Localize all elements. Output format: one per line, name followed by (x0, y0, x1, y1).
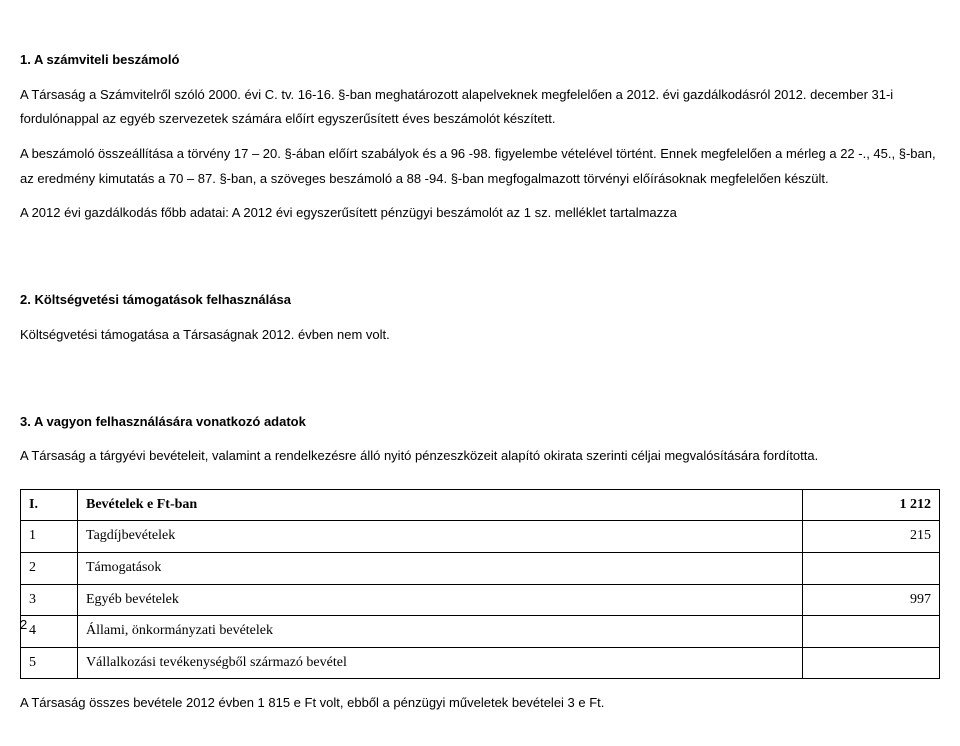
table-cell-value (803, 647, 940, 679)
table-header-idx: I. (21, 489, 78, 521)
section1-para1: A Társaság a Számvitelről szóló 2000. év… (20, 83, 940, 132)
table-row: 2 Támogatások (21, 553, 940, 585)
table-cell-label: Tagdíjbevételek (78, 521, 803, 553)
section2-para1: Költségvetési támogatása a Társaságnak 2… (20, 323, 940, 348)
table-row: 1 Tagdíjbevételek 215 (21, 521, 940, 553)
table-cell-label: Támogatások (78, 553, 803, 585)
table-cell-idx: 4 (21, 616, 78, 648)
table-cell-idx: 3 (21, 584, 78, 616)
table-cell-value (803, 616, 940, 648)
table-row: 3 Egyéb bevételek 997 (21, 584, 940, 616)
table-cell-label: Egyéb bevételek (78, 584, 803, 616)
section1-para2: A beszámoló összeállítása a törvény 17 –… (20, 142, 940, 191)
section1-para3: A 2012 évi gazdálkodás főbb adatai: A 20… (20, 201, 940, 226)
table-row: 5 Vállalkozási tevékenységből származó b… (21, 647, 940, 679)
closing-para: A Társaság összes bevétele 2012 évben 1 … (20, 691, 940, 716)
table-cell-idx: 5 (21, 647, 78, 679)
section3-heading: 3. A vagyon felhasználására vonatkozó ad… (20, 410, 940, 435)
table-cell-idx: 1 (21, 521, 78, 553)
table-cell-value: 997 (803, 584, 940, 616)
section3-para1: A Társaság a tárgyévi bevételeit, valami… (20, 444, 940, 469)
table-cell-value (803, 553, 940, 585)
table-row: 4 Állami, önkormányzati bevételek (21, 616, 940, 648)
table-cell-idx: 2 (21, 553, 78, 585)
table-cell-label: Állami, önkormányzati bevételek (78, 616, 803, 648)
page-number: 2 (20, 613, 27, 638)
table-header-label: Bevételek e Ft-ban (78, 489, 803, 521)
table-header-value: 1 212 (803, 489, 940, 521)
table-cell-value: 215 (803, 521, 940, 553)
table-cell-label: Vállalkozási tevékenységből származó bev… (78, 647, 803, 679)
table-header-row: I. Bevételek e Ft-ban 1 212 (21, 489, 940, 521)
section2-heading: 2. Költségvetési támogatások felhasználá… (20, 288, 940, 313)
revenue-table: I. Bevételek e Ft-ban 1 212 1 Tagdíjbevé… (20, 489, 940, 680)
section1-heading: 1. A számviteli beszámoló (20, 48, 940, 73)
